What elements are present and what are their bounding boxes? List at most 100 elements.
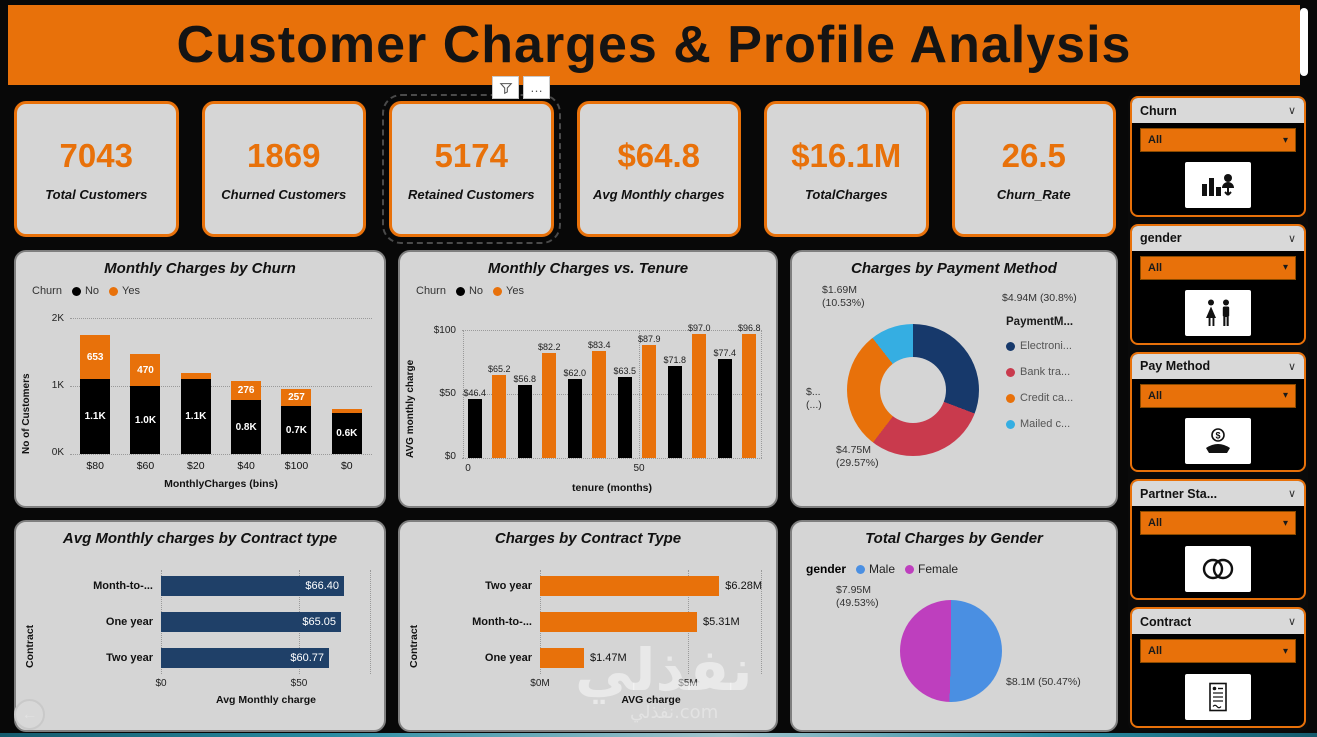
churn-yes-bar[interactable]: [742, 334, 757, 458]
churn-no-segment[interactable]: 0.6K: [331, 413, 362, 454]
chart-charges-by-contract-type: Charges by Contract Type Contract Two ye…: [398, 520, 778, 732]
bar[interactable]: [540, 612, 697, 632]
visual-toolbar: …: [492, 76, 550, 99]
donut-chart[interactable]: [847, 324, 979, 456]
pie-chart[interactable]: [900, 600, 1002, 702]
bar[interactable]: $65.05: [161, 612, 341, 632]
x-axis-ticks: 0 50: [462, 463, 762, 475]
slicer-header[interactable]: Contract ∨: [1132, 609, 1304, 635]
legend-item-yes[interactable]: Yes: [109, 285, 140, 297]
bar-value-label: $56.8: [513, 374, 536, 384]
legend-label: Bank tra...: [1020, 366, 1071, 378]
bar-group: $62.0 $83.4: [562, 340, 612, 458]
churn-yes-segment[interactable]: 470: [130, 354, 161, 386]
bar[interactable]: $60.77: [161, 648, 329, 668]
bar-value-label: $46.4: [463, 388, 486, 398]
churn-no-bar[interactable]: [617, 377, 632, 458]
slicer-pay-method: Pay Method ∨ All ▾ $: [1130, 351, 1306, 473]
churn-no-bar[interactable]: [717, 359, 732, 458]
legend-item-mailed-check[interactable]: Mailed c...: [1006, 411, 1073, 437]
stacked-bar[interactable]: 0.6K: [331, 409, 362, 454]
churn-no-segment[interactable]: 0.7K: [281, 406, 312, 454]
churn-no-segment[interactable]: 0.8K: [231, 400, 262, 454]
gridline: [462, 458, 762, 459]
more-options-icon[interactable]: …: [523, 76, 550, 99]
churn-no-segment[interactable]: 1.1K: [80, 379, 111, 454]
dashboard-header: Customer Charges & Profile Analysis: [8, 5, 1300, 85]
churn-no-segment[interactable]: 1.0K: [130, 386, 161, 454]
slicer-dropdown[interactable]: All ▾: [1140, 128, 1296, 152]
stacked-bar[interactable]: 276 0.8K: [231, 381, 262, 454]
slicer-dropdown[interactable]: All ▾: [1140, 255, 1296, 280]
slicer-dropdown[interactable]: All ▾: [1140, 639, 1296, 664]
bar-value-label: $82.2: [538, 342, 561, 352]
legend-item-no[interactable]: No: [71, 285, 99, 297]
churn-no-bar[interactable]: [467, 399, 482, 458]
churn-yes-segment[interactable]: 653: [80, 335, 111, 379]
legend-yes-dot: [109, 286, 119, 296]
slicer-value: All: [1148, 134, 1163, 146]
stacked-bar[interactable]: 1.1K: [180, 373, 211, 454]
bar-value-label: $60.77: [290, 652, 324, 664]
slicer-icon-zone: [1132, 667, 1304, 726]
churn-yes-bar[interactable]: [592, 351, 607, 458]
slicer-dropdown[interactable]: All ▾: [1140, 511, 1296, 536]
stacked-bar[interactable]: 653 1.1K: [80, 335, 111, 454]
bar[interactable]: [540, 648, 584, 668]
legend-item-electronic[interactable]: Electroni...: [1006, 333, 1073, 359]
kpi-card-total-customers[interactable]: 7043 Total Customers: [14, 101, 179, 237]
chart-monthly-charges-vs-tenure: Monthly Charges vs. Tenure Churn No Yes …: [398, 250, 778, 508]
churn-no-bar[interactable]: [567, 379, 582, 458]
churn-yes-segment[interactable]: [180, 373, 211, 379]
bar-row: $1.47M: [540, 648, 762, 668]
kpi-card-retained-customers[interactable]: 5174 Retained Customers: [382, 94, 561, 244]
bar-slot: 257 0.7K: [271, 389, 321, 454]
legend-item-bank-transfer[interactable]: Bank tra...: [1006, 359, 1073, 385]
bar-value-label: $87.9: [638, 334, 661, 344]
chevron-down-icon: ▾: [1282, 262, 1288, 274]
slicer-icon-zone: [1132, 156, 1304, 215]
chevron-down-icon[interactable]: ∨: [1287, 616, 1296, 629]
kpi-card-avg-monthly-charges[interactable]: $64.8 Avg Monthly charges: [576, 101, 741, 237]
legend-item-male[interactable]: Male: [856, 562, 895, 576]
slicer-header[interactable]: gender ∨: [1132, 225, 1304, 251]
scrollbar-thumb[interactable]: [1300, 8, 1308, 76]
churn-yes-segment[interactable]: [331, 409, 362, 413]
legend-item-female[interactable]: Female: [905, 562, 958, 576]
churn-yes-bar[interactable]: [542, 353, 557, 458]
legend-dot: [1006, 341, 1015, 351]
churn-no-bar[interactable]: [667, 366, 682, 458]
churn-no-bar[interactable]: [517, 385, 532, 458]
slicer-header[interactable]: Pay Method ∨: [1132, 353, 1304, 379]
chevron-down-icon[interactable]: ∨: [1287, 105, 1296, 117]
bar[interactable]: [540, 576, 720, 596]
kpi-card-churned-customers[interactable]: 1869 Churned Customers: [201, 101, 366, 237]
filter-icon[interactable]: [492, 76, 519, 99]
churn-yes-segment[interactable]: 276: [231, 381, 262, 400]
kpi-card-churn-rate[interactable]: 26.5 Churn_Rate: [951, 101, 1116, 237]
stacked-bar[interactable]: 470 1.0K: [130, 354, 161, 454]
legend-label: Credit ca...: [1020, 392, 1074, 404]
churn-yes-bar[interactable]: [692, 334, 707, 458]
category-axis: Month-to-... One year Two year: [49, 576, 153, 668]
chevron-down-icon[interactable]: ∨: [1287, 360, 1296, 373]
chevron-down-icon[interactable]: ∨: [1287, 488, 1296, 501]
slicer-header[interactable]: Partner Sta... ∨: [1132, 481, 1304, 507]
slicer-dropdown[interactable]: All ▾: [1140, 383, 1296, 408]
churn-yes-segment[interactable]: 257: [281, 389, 312, 406]
legend-item-no[interactable]: No: [455, 285, 483, 297]
chevron-down-icon[interactable]: ∨: [1287, 232, 1296, 245]
churn-analysis-icon: [1185, 162, 1251, 209]
slice-label: $4.75M (29.57%): [836, 444, 879, 469]
churn-yes-bar[interactable]: [492, 375, 507, 458]
legend-item-yes[interactable]: Yes: [493, 285, 524, 297]
churn-no-segment[interactable]: 1.1K: [180, 379, 211, 454]
stacked-bar[interactable]: 257 0.7K: [281, 389, 312, 454]
bar-row: $5.31M: [540, 612, 762, 632]
churn-yes-bar[interactable]: [642, 345, 657, 458]
slicer-header[interactable]: Churn ∨: [1132, 98, 1304, 123]
legend-item-credit-card[interactable]: Credit ca...: [1006, 385, 1073, 411]
bar[interactable]: $66.40: [161, 576, 344, 596]
kpi-card-total-charges[interactable]: $16.1M TotalCharges: [764, 101, 929, 237]
back-button[interactable]: ←: [14, 699, 45, 730]
